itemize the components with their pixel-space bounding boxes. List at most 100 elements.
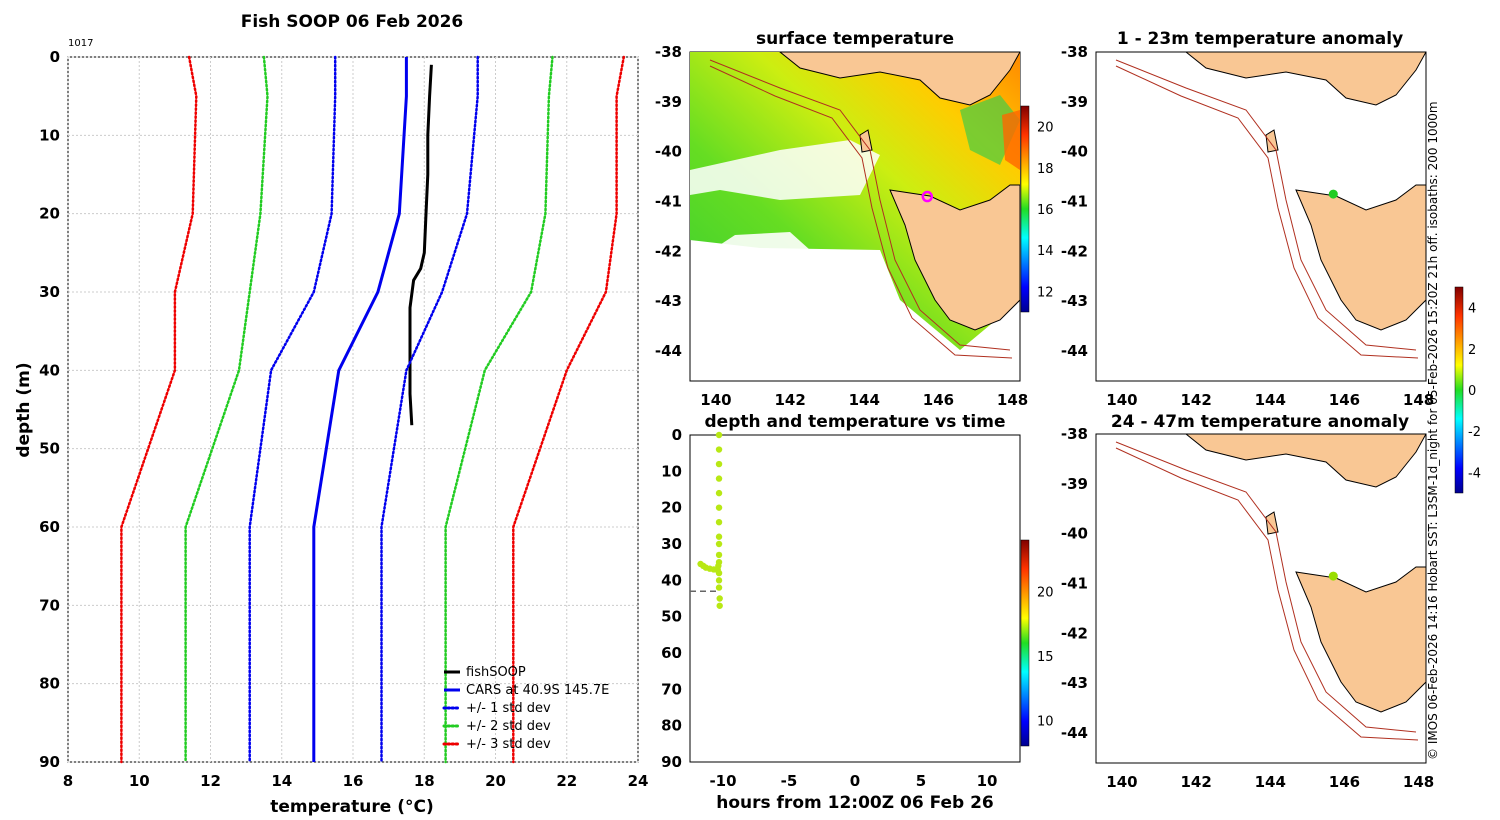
anomaly-24-47m-panel: 24 - 47m temperature anomaly 140 142 144 14…	[1061, 286, 1481, 791]
map-xtick-label: 146	[1329, 773, 1360, 791]
profile-legend: fishSOOP CARS at 40.9S 145.7E +/- 1 std de…	[442, 665, 609, 752]
sst-colorbar	[1020, 105, 1030, 313]
time-data-point	[715, 519, 723, 526]
depth-time-panel: depth and temperature vs time -10 -5 0 5 10 …	[661, 412, 1053, 813]
time-colorbar-tick: 15	[1037, 650, 1054, 665]
map-ytick-label: -43	[1061, 674, 1088, 692]
anomaly-colorbar-tick: 4	[1468, 302, 1476, 317]
sst-cloud-gap	[690, 140, 880, 200]
legend-entry: +/- 1 std dev	[466, 701, 551, 716]
map-ytick-label: -42	[655, 242, 682, 260]
credit-text: © IMOS 06-Feb-2026 14:16 Hobart SST: L3S…	[1426, 101, 1440, 760]
time-axes	[689, 434, 1021, 763]
map-xtick-label: 140	[1106, 391, 1137, 409]
sst-isobath-1000	[709, 65, 1013, 359]
profile-corner-label: 1017	[68, 38, 93, 49]
anomaly-colorbar-tick: 0	[1468, 384, 1476, 399]
map-ytick-label: -39	[1061, 475, 1088, 493]
map-ytick-label: -43	[655, 292, 682, 310]
time-xlabel: hours from 12:00Z 06 Feb 26	[716, 793, 994, 813]
profile-ylabel: depth (m)	[14, 362, 34, 457]
sst-king-island	[859, 129, 873, 153]
sst-tasmania	[889, 184, 1020, 331]
time-xtick-label: 0	[850, 772, 860, 790]
legend-entry: fishSOOP	[466, 665, 526, 680]
time-data-point	[715, 489, 723, 497]
map-xtick-label: 148	[1403, 391, 1434, 409]
map-ytick-label: -43	[1061, 292, 1088, 310]
time-xtick-label: -10	[709, 772, 736, 790]
profile-ytick-label: 90	[39, 753, 60, 771]
map-ytick-label: -38	[1061, 43, 1088, 61]
time-ytick-label: 90	[661, 753, 682, 771]
series--3-std	[120, 55, 198, 764]
profile-ytick-label: 40	[39, 361, 60, 379]
anomaly2-isobath-200	[1115, 441, 1417, 733]
sst-isobath-200	[709, 59, 1011, 351]
map-xtick-label: 144	[1255, 773, 1286, 791]
legend-entry: +/- 3 std dev	[466, 737, 551, 752]
time-ytick-label: 30	[661, 535, 682, 553]
map-xtick-label: 146	[923, 391, 954, 409]
map-ytick-label: -44	[1061, 342, 1088, 360]
map-xtick-label: 142	[774, 391, 805, 409]
time-data-point	[715, 504, 723, 511]
profile-xlabel: temperature (°C)	[270, 797, 434, 817]
sst-mainland	[779, 52, 1020, 106]
map-xtick-label: 146	[1329, 391, 1360, 409]
time-ytick-label: 50	[661, 608, 682, 626]
map-ytick-label: -41	[1061, 193, 1088, 211]
anomaly1-isobath-1000	[1115, 65, 1419, 359]
anomaly1-mainland	[1185, 52, 1426, 106]
map-xtick-label: 144	[849, 391, 880, 409]
time-title: depth and temperature vs time	[705, 412, 1006, 432]
map-xtick-label: 142	[1180, 773, 1211, 791]
time-data-point	[715, 431, 723, 439]
profile-xtick-label: 8	[63, 772, 73, 790]
series--2-std	[184, 55, 269, 764]
anomaly1-tasmania	[1295, 184, 1426, 331]
map-ytick-label: -40	[1061, 143, 1088, 161]
profile-xtick-label: 12	[200, 772, 221, 790]
series--3-std	[512, 55, 626, 764]
sst-colorbar-tick: 12	[1037, 285, 1054, 300]
time-data-point	[715, 533, 723, 540]
legend-entry: CARS at 40.9S 145.7E	[466, 683, 609, 698]
map-ytick-label: -42	[1061, 624, 1088, 642]
map-xtick-label: 140	[1106, 773, 1137, 791]
anomaly-colorbar	[1454, 286, 1464, 494]
profile-title: Fish SOOP 06 Feb 2026	[241, 12, 464, 32]
time-ytick-label: 20	[661, 499, 682, 517]
sst-colorbar-tick: 16	[1037, 203, 1054, 218]
anomaly-colorbar-tick: 2	[1468, 343, 1476, 358]
time-ytick-label: 70	[661, 680, 682, 698]
series-cars	[312, 57, 408, 762]
time-colorbar-tick: 20	[1037, 586, 1054, 601]
profile-ytick-label: 80	[39, 675, 60, 693]
sst-warm-patch	[1002, 110, 1020, 170]
profile-panel: Fish SOOP 06 Feb 2026 1017 8 10 12 14 16 18 20…	[14, 12, 648, 817]
sst-location-marker	[921, 190, 934, 203]
anomaly2-location-marker	[1328, 571, 1338, 581]
time-ytick-label: 0	[672, 426, 682, 444]
anomaly-colorbar-tick: -4	[1468, 466, 1481, 481]
time-colorbar	[1020, 539, 1030, 747]
profile-xtick-label: 18	[414, 772, 435, 790]
anomaly1-location-marker	[1328, 189, 1338, 199]
series--1-std	[380, 55, 479, 764]
time-ytick-label: 40	[661, 571, 682, 589]
time-data-point	[715, 577, 723, 584]
map-xtick-label: 148	[997, 391, 1028, 409]
profile-ytick-label: 50	[39, 440, 60, 458]
profile-ytick-label: 20	[39, 205, 60, 223]
time-ytick-label: 10	[661, 462, 682, 480]
anomaly1-isobath-200	[1115, 59, 1417, 351]
time-data-point	[715, 569, 723, 577]
anomaly2-isobath-1000	[1115, 447, 1419, 741]
time-ytick-label: 60	[661, 644, 682, 662]
time-data-point	[715, 446, 723, 453]
profile-ytick-label: 60	[39, 518, 60, 536]
legend-entry: +/- 2 std dev	[466, 719, 551, 734]
anomaly-1-23m-panel: 1 - 23m temperature anomaly 140 142 144 146…	[1061, 29, 1434, 409]
